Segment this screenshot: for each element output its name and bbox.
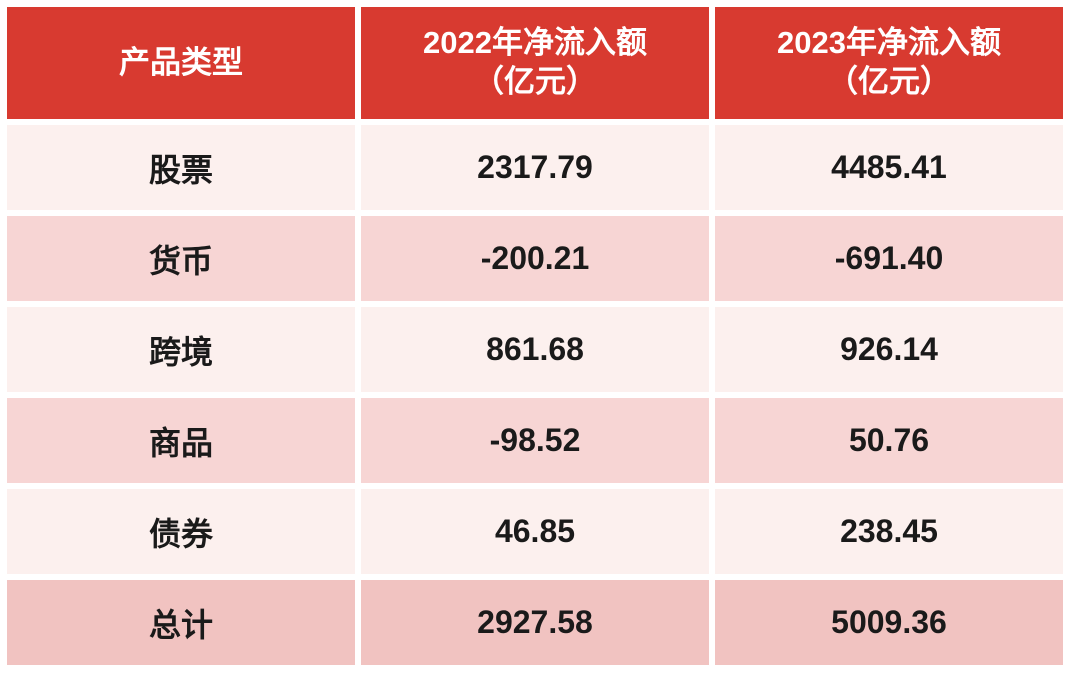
cell-2022-value: -200.21 bbox=[361, 216, 709, 301]
header-2023-line2: （亿元） bbox=[827, 64, 951, 99]
cell-2023-value: 5009.36 bbox=[715, 580, 1063, 665]
cell-category: 总计 bbox=[7, 580, 355, 665]
cell-2023-value: 926.14 bbox=[715, 307, 1063, 392]
header-product-type: 产品类型 bbox=[7, 7, 355, 119]
header-2022-line2: （亿元） bbox=[473, 64, 597, 99]
cell-2022-value: 2927.58 bbox=[361, 580, 709, 665]
table-row-bond: 债券 46.85 238.45 bbox=[7, 489, 1063, 574]
table-row-stocks: 股票 2317.79 4485.41 bbox=[7, 125, 1063, 210]
header-2022-line1: 2022年净流入额 bbox=[423, 25, 647, 61]
cell-category: 商品 bbox=[7, 398, 355, 483]
table-header: 产品类型 2022年净流入额 （亿元） 2023年净流入额 （亿元） bbox=[7, 7, 1063, 119]
cell-category: 跨境 bbox=[7, 307, 355, 392]
cell-2023-value: 4485.41 bbox=[715, 125, 1063, 210]
table-row-commodity: 商品 -98.52 50.76 bbox=[7, 398, 1063, 483]
cell-2022-value: 2317.79 bbox=[361, 125, 709, 210]
header-row: 产品类型 2022年净流入额 （亿元） 2023年净流入额 （亿元） bbox=[7, 7, 1063, 119]
table-body: 股票 2317.79 4485.41 货币 -200.21 -691.40 跨境… bbox=[7, 125, 1063, 665]
header-2022-inflow: 2022年净流入额 （亿元） bbox=[361, 7, 709, 119]
cell-2022-value: 46.85 bbox=[361, 489, 709, 574]
cell-2023-value: 50.76 bbox=[715, 398, 1063, 483]
cell-2022-value: 861.68 bbox=[361, 307, 709, 392]
cell-2023-value: 238.45 bbox=[715, 489, 1063, 574]
header-product-type-label: 产品类型 bbox=[119, 44, 243, 80]
cell-2023-value: -691.40 bbox=[715, 216, 1063, 301]
cell-category: 债券 bbox=[7, 489, 355, 574]
net-inflow-table: 产品类型 2022年净流入额 （亿元） 2023年净流入额 （亿元） 股票 23… bbox=[1, 1, 1069, 671]
cell-category: 股票 bbox=[7, 125, 355, 210]
table-row-crossborder: 跨境 861.68 926.14 bbox=[7, 307, 1063, 392]
header-2023-line1: 2023年净流入额 bbox=[777, 25, 1001, 61]
header-2023-inflow: 2023年净流入额 （亿元） bbox=[715, 7, 1063, 119]
table-row-money: 货币 -200.21 -691.40 bbox=[7, 216, 1063, 301]
table-row-total: 总计 2927.58 5009.36 bbox=[7, 580, 1063, 665]
cell-category: 货币 bbox=[7, 216, 355, 301]
cell-2022-value: -98.52 bbox=[361, 398, 709, 483]
